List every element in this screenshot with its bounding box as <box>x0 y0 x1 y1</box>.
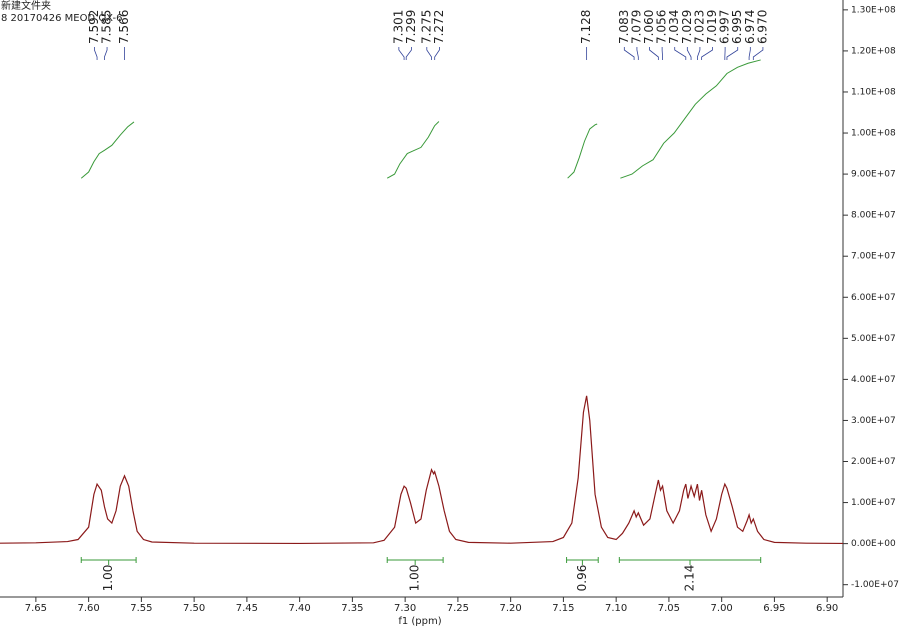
y-tick-label: 1.10E+08 <box>851 87 896 97</box>
y-tick-label: 1.20E+08 <box>851 46 896 56</box>
y-tick-label: 2.00E+07 <box>851 457 896 467</box>
peak-connector <box>674 47 687 60</box>
peak-connector <box>697 47 701 60</box>
peak-label: 7.585 <box>100 10 114 44</box>
x-tick-label: 7.25 <box>447 603 469 614</box>
spectrum-line <box>0 395 844 545</box>
integral-curve <box>386 121 440 179</box>
y-tick-label: 9.00E+07 <box>851 170 896 180</box>
peak-label: 7.029 <box>680 10 694 44</box>
peak-label: 7.301 <box>391 10 405 44</box>
peak-label: 6.974 <box>743 10 757 44</box>
y-tick-label: 7.00E+07 <box>851 252 896 262</box>
x-tick-label: 7.60 <box>77 603 99 614</box>
x-tick-label: 7.15 <box>552 603 574 614</box>
peak-label: 6.997 <box>718 10 732 44</box>
y-tick-label: 1.00E+08 <box>851 129 896 139</box>
integral-curve <box>620 59 761 179</box>
peak-connector <box>104 47 108 60</box>
peak-connector <box>686 47 692 60</box>
y-tick-label: 5.00E+07 <box>851 334 896 344</box>
peak-connector <box>405 47 412 60</box>
peak-label: 7.299 <box>404 10 418 44</box>
peak-label: 7.079 <box>629 10 643 44</box>
peak-label: 7.056 <box>655 10 669 44</box>
y-tick-label: 1.30E+08 <box>851 5 896 15</box>
integral-label: 1.00 <box>408 565 422 592</box>
x-tick-label: 6.95 <box>763 603 785 614</box>
peak-label: 6.970 <box>755 10 769 44</box>
peak-label: 6.995 <box>730 10 744 44</box>
y-tick-label: 6.00E+07 <box>851 293 896 303</box>
y-tick-label: 8.00E+07 <box>851 211 896 221</box>
peak-connector <box>748 47 751 60</box>
peak-connector <box>726 47 739 60</box>
peak-label: 7.592 <box>87 10 101 44</box>
peak-connector <box>434 47 440 60</box>
x-tick-label: 6.90 <box>816 603 838 614</box>
peak-label: 7.128 <box>579 10 593 44</box>
integral-label: 1.00 <box>101 565 115 592</box>
x-tick-label: 7.10 <box>605 603 627 614</box>
peak-connector <box>426 47 432 60</box>
peak-label: 7.060 <box>642 10 656 44</box>
peak-connector <box>752 47 764 60</box>
x-tick-label: 7.55 <box>130 603 152 614</box>
peak-connector <box>94 47 98 60</box>
peak-connector <box>623 47 635 60</box>
x-tick-label: 7.05 <box>658 603 680 614</box>
integral-label: 2.14 <box>683 565 697 592</box>
peak-label: 7.019 <box>705 10 719 44</box>
peak-connector <box>701 47 713 60</box>
y-tick-label: 3.00E+07 <box>851 416 896 426</box>
x-tick-label: 7.40 <box>289 603 311 614</box>
integral-curve <box>567 123 598 179</box>
peak-connector <box>398 47 405 60</box>
x-tick-label: 7.30 <box>394 603 416 614</box>
peak-label: 7.083 <box>617 10 631 44</box>
peak-label: 7.023 <box>692 10 706 44</box>
integral-label: 0.96 <box>575 565 589 592</box>
chart-subtitle: 8 20170426 MEOD QX-6 <box>1 13 123 24</box>
x-tick-label: 7.65 <box>25 603 47 614</box>
peak-label: 7.566 <box>117 10 131 44</box>
x-axis-label: f1 (ppm) <box>398 616 441 627</box>
peak-label: 7.275 <box>419 10 433 44</box>
x-tick-label: 7.00 <box>711 603 733 614</box>
integral-curve <box>80 121 135 179</box>
x-tick-label: 7.45 <box>236 603 258 614</box>
peak-connector <box>636 47 639 60</box>
peak-connector <box>649 47 659 60</box>
peak-label: 7.034 <box>667 10 681 44</box>
y-tick-label: 1.00E+07 <box>851 498 896 508</box>
chart-title: 新建文件夹 <box>1 0 51 12</box>
peak-label: 7.272 <box>432 10 446 44</box>
y-tick-label: 0.00E+00 <box>851 539 896 549</box>
x-tick-label: 7.35 <box>341 603 363 614</box>
y-tick-label: -1.00E+07 <box>851 580 899 590</box>
y-tick-label: 4.00E+07 <box>851 375 896 385</box>
x-tick-label: 7.20 <box>500 603 522 614</box>
x-tick-label: 7.50 <box>183 603 205 614</box>
